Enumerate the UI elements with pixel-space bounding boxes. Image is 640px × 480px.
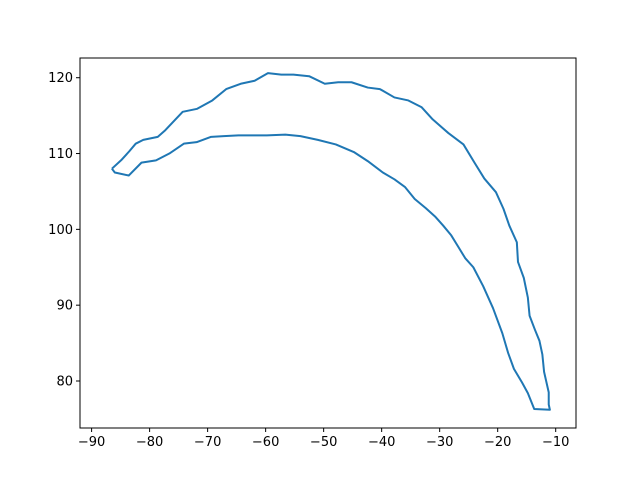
- axes-frame: [79, 57, 577, 429]
- y-tick-label: 90: [56, 299, 73, 314]
- x-tick-label: −50: [310, 435, 337, 450]
- x-tick-label: −70: [194, 435, 221, 450]
- x-tick-label: −10: [542, 435, 569, 450]
- x-tick-label: −90: [78, 435, 105, 450]
- x-tick-label: −40: [368, 435, 395, 450]
- plot-area: [111, 72, 551, 411]
- series-line-0: [111, 72, 551, 411]
- x-tick-label: −20: [484, 435, 511, 450]
- y-tick-label: 80: [56, 374, 73, 389]
- x-axis-ticks: −90 −80 −70 −60 −50 −40 −30 −20 −10: [78, 428, 569, 450]
- y-tick-label: 120: [48, 71, 73, 86]
- y-tick-label: 110: [48, 147, 73, 162]
- x-tick-label: −30: [426, 435, 453, 450]
- y-tick-label: 100: [48, 223, 73, 238]
- x-tick-label: −80: [136, 435, 163, 450]
- y-axis-ticks: 80 90 100 110 120: [48, 71, 80, 389]
- x-tick-label: −60: [252, 435, 279, 450]
